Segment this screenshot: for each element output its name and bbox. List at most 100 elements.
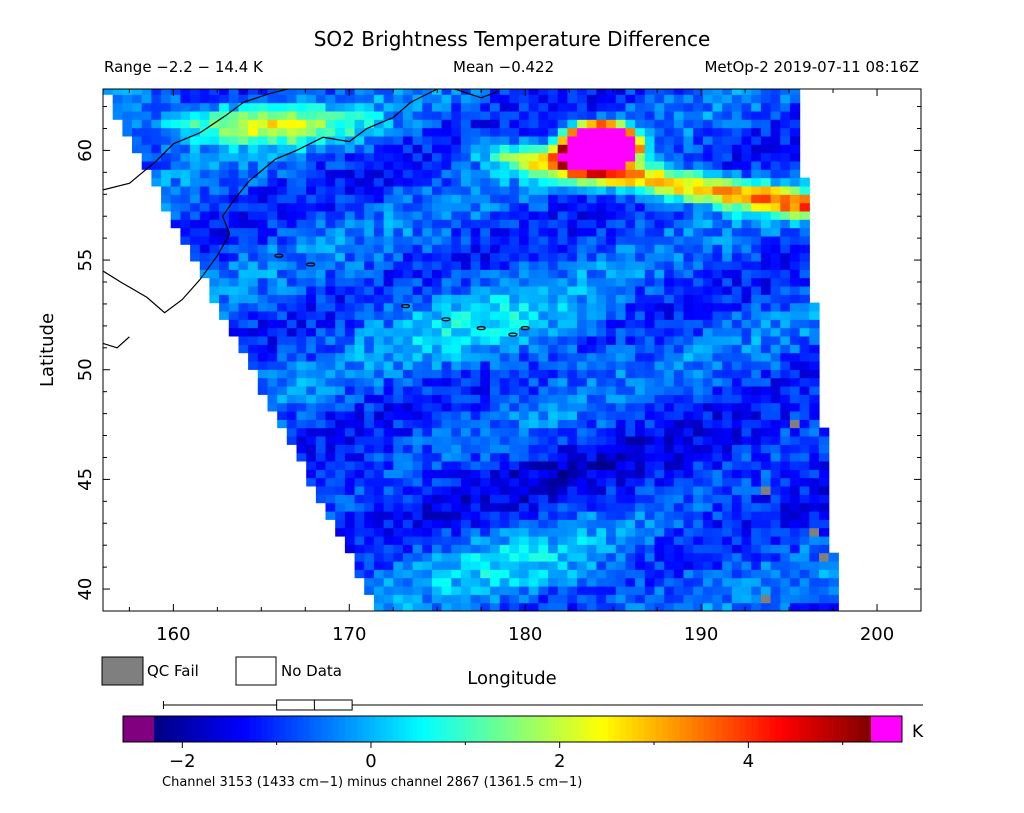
data-cell (731, 277, 743, 287)
data-cell (789, 235, 801, 245)
data-cell (373, 361, 385, 370)
data-cell (702, 386, 714, 395)
data-cell (480, 586, 491, 595)
data-cell (344, 527, 356, 537)
colorbar-segment (596, 716, 603, 742)
data-cell (499, 544, 510, 554)
data-cell (364, 144, 375, 154)
data-cell (741, 202, 752, 212)
data-cell (644, 119, 656, 129)
data-cell (490, 194, 501, 204)
data-cell (615, 394, 627, 404)
data-cell (712, 519, 723, 529)
data-cell (751, 261, 762, 270)
data-cell (567, 160, 578, 170)
data-cell (519, 89, 530, 95)
data-cell (480, 144, 491, 154)
data-cell (451, 194, 462, 204)
data-cell (441, 519, 452, 529)
data-cell (432, 235, 443, 245)
data-cell (248, 127, 259, 137)
data-cell (712, 319, 723, 329)
data-cell (760, 394, 772, 404)
data-cell (741, 486, 752, 495)
data-cell (577, 169, 588, 179)
data-cell (615, 461, 627, 470)
data-cell (664, 202, 675, 212)
data-cell (509, 427, 520, 437)
data-cell (209, 94, 220, 104)
data-cell (509, 319, 520, 329)
data-cell (432, 202, 443, 212)
data-cell (586, 235, 598, 245)
data-cell (664, 269, 675, 279)
data-cell (731, 511, 743, 520)
data-cell (180, 160, 191, 170)
data-cell (673, 602, 685, 611)
data-cell (673, 294, 685, 304)
data-cell (286, 160, 298, 170)
data-cell (490, 502, 501, 512)
colorbar-segment (393, 716, 400, 742)
data-cell (693, 352, 704, 362)
data-cell (451, 461, 462, 470)
data-cell (722, 135, 733, 145)
data-cell (461, 519, 472, 529)
data-cell (480, 427, 491, 437)
colorbar-segment (602, 716, 609, 742)
data-cell (325, 169, 336, 179)
data-cell (373, 411, 385, 420)
data-cell (325, 277, 336, 287)
data-cell (741, 594, 752, 604)
data-cell (373, 394, 385, 404)
data-cell (480, 394, 491, 404)
data-cell (480, 127, 491, 137)
data-cell (490, 494, 501, 504)
data-cell (490, 336, 501, 345)
data-cell (586, 127, 598, 137)
data-cell (451, 386, 462, 395)
data-cell (625, 261, 636, 270)
data-cell (364, 494, 375, 504)
data-cell (528, 602, 539, 611)
data-cell (760, 169, 772, 179)
data-cell (654, 552, 665, 562)
data-cell (528, 519, 539, 529)
data-cell (112, 94, 123, 104)
data-cell (644, 294, 656, 304)
data-cell (344, 127, 356, 137)
data-cell (373, 452, 385, 462)
data-cell (673, 486, 685, 495)
data-cell (480, 169, 491, 179)
data-cell (596, 561, 607, 570)
data-cell (625, 202, 636, 212)
data-cell (586, 219, 598, 229)
data-cell (712, 277, 723, 287)
data-cell (635, 594, 646, 604)
data-cell (151, 135, 162, 145)
data-cell (180, 110, 191, 120)
data-cell (577, 210, 588, 220)
data-cell (402, 594, 414, 604)
data-cell (325, 394, 336, 404)
data-cell (731, 586, 743, 595)
data-cell (480, 252, 491, 262)
data-cell (402, 394, 414, 404)
data-cell (325, 261, 336, 270)
data-cell (461, 177, 472, 187)
data-cell (789, 444, 801, 454)
data-cell (567, 311, 578, 320)
data-cell (354, 486, 365, 495)
data-cell (538, 419, 549, 429)
data-cell (451, 452, 462, 462)
data-cell (828, 561, 839, 570)
data-cell (606, 94, 617, 104)
data-cell (673, 577, 685, 587)
data-cell (344, 444, 356, 454)
data-cell (741, 469, 752, 479)
data-cell (219, 194, 230, 204)
data-cell (635, 502, 646, 512)
data-cell (267, 386, 278, 395)
data-cell (799, 352, 810, 362)
data-cell (567, 210, 578, 220)
